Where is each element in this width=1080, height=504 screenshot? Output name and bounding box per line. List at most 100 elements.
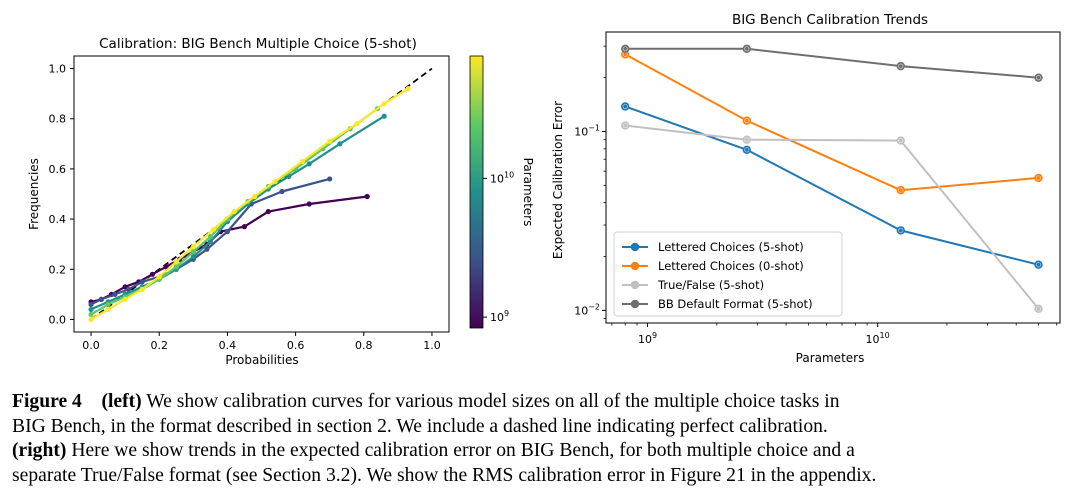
trend-series-3: [621, 44, 1043, 82]
right-chart-title: BIG Bench Calibration Trends: [732, 12, 928, 28]
trend-point: [1034, 304, 1043, 314]
trend-point-ring: [1035, 75, 1042, 81]
calibration-point: [173, 259, 179, 265]
right-trends-chart: BIG Bench Calibration Trends 109 1010 10−…: [551, 12, 1061, 365]
trend-point-ring: [898, 187, 904, 193]
trend-point-ring: [622, 46, 628, 52]
colorbar-tick-label: 109: [490, 309, 509, 324]
caption-line-3: (right) Here we show trends in the expec…: [12, 439, 1072, 464]
calibration-point: [204, 246, 210, 252]
trend-series-line: [625, 124, 1040, 310]
caption-line-2: BIG Bench, in the format described in se…: [12, 415, 828, 437]
trend-point: [1034, 173, 1043, 183]
caption-figure-label: Figure 4: [12, 391, 82, 412]
right-x-tick-label: 109: [638, 331, 657, 346]
legend-item: Lettered Choices (5-shot): [622, 240, 804, 254]
trend-point-ring: [1035, 175, 1042, 181]
left-y-tick-label: 0.6: [49, 163, 67, 176]
calibration-point: [265, 208, 271, 215]
calibration-point: [252, 193, 258, 200]
colorbar-ticks: 109 1010: [483, 170, 514, 324]
calibration-point: [112, 291, 118, 297]
calibration-point: [299, 158, 306, 164]
right-y-ticks: 10−2 10−1: [574, 45, 606, 319]
legend-label: True/False (5-shot): [657, 278, 764, 292]
calibration-point: [139, 286, 145, 292]
calibration-point: [306, 161, 312, 167]
calibration-point: [224, 229, 231, 235]
left-x-tick-label: 0.6: [287, 339, 305, 352]
legend-swatch-marker: [630, 261, 640, 271]
legend-swatch-marker: [630, 299, 640, 309]
left-x-axis-label: Probabilities: [225, 353, 298, 367]
legend-item: BB Default Format (5-shot): [622, 297, 813, 311]
calibration-point: [105, 301, 111, 307]
calibration-series-4: [88, 86, 411, 323]
calibration-point: [231, 208, 237, 215]
calibration-point: [306, 201, 312, 207]
figure-caption: Figure 4 (left) We show calibration curv…: [12, 390, 1072, 488]
trend-point: [621, 44, 630, 53]
calibration-point: [207, 239, 213, 245]
trend-point: [1034, 73, 1043, 82]
calibration-point: [149, 271, 156, 277]
right-series-group: [621, 44, 1043, 314]
left-chart-title: Calibration: BIG Bench Multiple Choice (…: [99, 36, 417, 52]
trend-point-ring: [1035, 306, 1042, 312]
calibration-point: [190, 244, 196, 250]
trend-series-0: [621, 102, 1043, 269]
right-x-axis-label: Parameters: [796, 351, 865, 365]
trend-series-1: [621, 50, 1043, 195]
trend-point-ring: [622, 103, 628, 110]
calibration-point: [88, 306, 94, 313]
calibration-point: [207, 234, 213, 240]
left-x-ticks: 0.0 0.2 0.4 0.6 0.8 1.0: [82, 332, 441, 352]
legend-box: [613, 231, 843, 317]
trend-point: [896, 136, 905, 145]
legend-label: Lettered Choices (5-shot): [658, 240, 804, 254]
trend-point-ring: [1035, 262, 1042, 268]
trend-point: [896, 185, 905, 195]
calibration-point: [122, 296, 128, 302]
trend-point-ring: [744, 46, 750, 52]
left-y-tick-label: 0.2: [49, 263, 67, 276]
caption-line-4: separate True/False format (see Section …: [12, 464, 877, 486]
trend-point: [896, 61, 905, 71]
left-x-tick-label: 0.8: [355, 339, 373, 352]
left-y-tick-label: 0.0: [49, 313, 67, 326]
legend-label: BB Default Format (5-shot): [658, 297, 813, 311]
trend-point: [896, 226, 905, 235]
calibration-series-line: [90, 87, 409, 321]
colorbar-label: Parameters: [521, 158, 535, 227]
calibration-point: [190, 254, 196, 260]
left-x-tick-label: 0.2: [150, 339, 168, 352]
calibration-point: [173, 264, 179, 270]
caption-text-1: We show calibration curves for various m…: [141, 391, 840, 412]
trend-point: [621, 121, 630, 130]
calibration-point: [88, 311, 94, 318]
trend-point-ring: [744, 137, 750, 143]
trend-point: [742, 116, 751, 125]
calibration-point: [405, 86, 411, 92]
trend-point-ring: [622, 122, 628, 129]
calibration-point: [88, 316, 94, 323]
calibration-point: [337, 141, 343, 147]
calibration-point: [381, 113, 387, 119]
caption-line-1: Figure 4 (left) We show calibration curv…: [12, 390, 1072, 415]
calibration-point: [125, 286, 132, 292]
trend-series-line: [624, 53, 1039, 192]
trend-point-ring: [744, 147, 750, 153]
calibration-point: [327, 138, 333, 144]
left-y-ticks: 0.0 0.2 0.4 0.6 0.8 1.0: [49, 63, 74, 326]
trend-point: [742, 135, 751, 144]
trend-series-line: [624, 105, 1039, 266]
trend-series-line: [625, 47, 1039, 79]
calibration-point: [163, 264, 169, 270]
figure-4: Calibration: BIG Bench Multiple Choice (…: [27, 12, 1061, 367]
right-plot-frame: [605, 31, 1061, 324]
left-y-tick-label: 0.8: [49, 113, 67, 126]
trend-point: [742, 145, 751, 155]
legend-label: Lettered Choices (0-shot): [658, 259, 804, 273]
calibration-point: [364, 193, 370, 200]
trend-point-ring: [898, 137, 904, 144]
